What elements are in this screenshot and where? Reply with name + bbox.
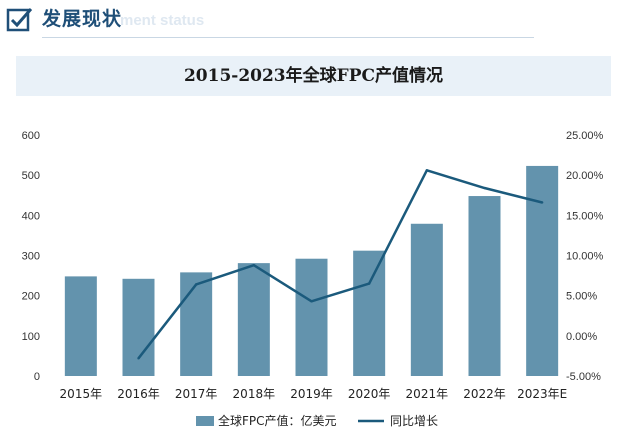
left-tick-label: 500 <box>22 170 40 182</box>
bar <box>353 250 386 376</box>
left-tick-label: 600 <box>22 130 40 142</box>
chart-title: 2015-2023年全球FPC产值情况 <box>183 66 444 86</box>
growth-point <box>252 263 256 267</box>
checkbox-icon <box>6 8 33 32</box>
growth-point <box>367 282 371 285</box>
legend-swatch-bar <box>196 416 214 426</box>
x-tick-label: 2022年 <box>463 387 506 401</box>
legend: 全球FPC产值：亿美元 同比增长 <box>196 413 438 428</box>
bar <box>180 272 213 376</box>
left-axis: 0 100 200 300 400 500 600 <box>22 130 40 383</box>
growth-point <box>425 169 429 172</box>
x-tick-label: 2018年 <box>233 387 276 401</box>
right-tick-label: 0.00% <box>566 331 597 343</box>
x-tick-label: 2020年 <box>348 387 391 401</box>
left-tick-label: 200 <box>22 291 40 303</box>
x-tick-label: 2017年 <box>175 387 218 401</box>
right-axis: -5.00% 0.00% 5.00% 10.00% 15.00% 20.00% 25.00% <box>566 130 604 383</box>
growth-point <box>194 283 198 286</box>
title-banner <box>16 56 611 96</box>
x-tick-label: 2023年E <box>517 387 567 401</box>
bar <box>122 278 155 376</box>
growth-point <box>310 300 313 303</box>
left-tick-label: 0 <box>34 371 40 383</box>
left-tick-label: 300 <box>22 251 40 263</box>
bar <box>468 196 501 376</box>
growth-line <box>137 169 543 360</box>
x-axis: 2015年 2016年 2017年 2018年 2019年 2020年 2021年 2022年… <box>60 387 568 401</box>
x-tick-label: 2019年 <box>290 387 333 401</box>
legend-label-line: 同比增长 <box>390 414 438 428</box>
bar <box>295 258 328 376</box>
bar <box>237 263 270 376</box>
right-tick-label: 5.00% <box>566 291 597 303</box>
bar <box>526 165 559 376</box>
header-subtitle: ment status <box>120 12 205 29</box>
left-tick-label: 100 <box>22 331 40 343</box>
right-tick-label: -5.00% <box>566 371 601 383</box>
bar <box>410 223 443 376</box>
growth-point <box>540 201 544 204</box>
right-tick-label: 20.00% <box>566 170 604 182</box>
growth-point <box>137 357 140 360</box>
right-tick-label: 25.00% <box>566 130 604 142</box>
bar-series <box>64 165 559 376</box>
right-tick-label: 10.00% <box>566 251 604 263</box>
header-divider <box>42 37 534 38</box>
right-tick-label: 15.00% <box>566 210 604 222</box>
x-tick-label: 2015年 <box>60 387 103 401</box>
x-tick-label: 2021年 <box>406 387 449 401</box>
section-header: ment status 发展现状 <box>0 0 627 44</box>
x-tick-label: 2016年 <box>117 387 160 401</box>
legend-label-bar: 全球FPC产值：亿美元 <box>218 413 337 428</box>
line-series <box>137 169 544 360</box>
left-tick-label: 400 <box>22 210 40 222</box>
bar <box>64 276 97 376</box>
growth-point <box>483 186 486 190</box>
header-title: 发展现状 <box>42 8 123 30</box>
